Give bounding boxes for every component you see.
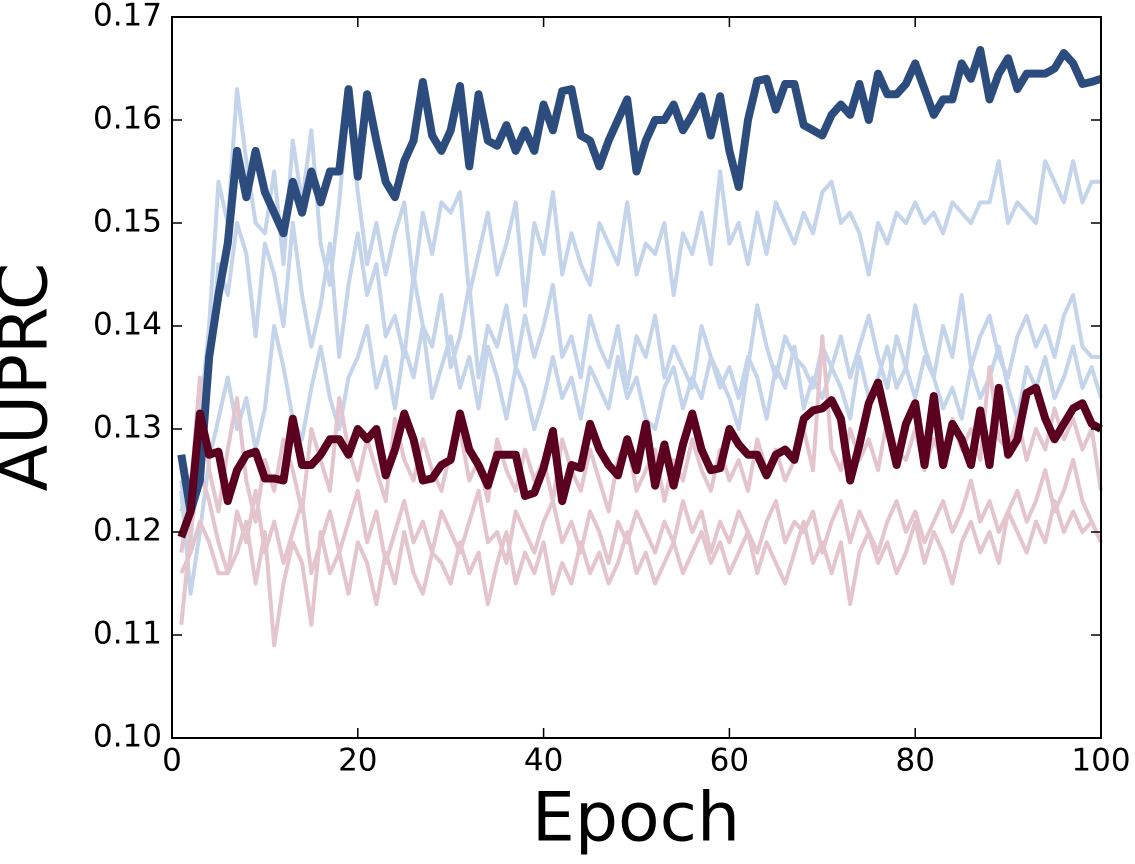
series-line — [179, 87, 1101, 545]
y-tick-label: 0.13 — [93, 410, 162, 446]
x-axis-label: Epoch — [532, 779, 740, 858]
y-tick-label: 0.12 — [93, 513, 162, 549]
x-tick-label: 20 — [338, 743, 377, 779]
y-tick-label: 0.17 — [93, 0, 162, 34]
series-line — [179, 468, 1103, 648]
y-tick-label: 0.11 — [93, 616, 162, 652]
y-tick-label: 0.14 — [93, 307, 162, 343]
series-line — [177, 378, 1103, 539]
series-line — [179, 457, 1103, 576]
x-tick-label: 40 — [524, 743, 563, 779]
x-tick-label: 0 — [162, 743, 182, 779]
x-tick-label: 80 — [895, 743, 934, 779]
x-tick-label: 60 — [710, 743, 749, 779]
x-tick-label: 100 — [1071, 743, 1130, 779]
plot-frame — [171, 16, 1102, 739]
y-tick-label: 0.16 — [93, 101, 162, 137]
y-tick-label: 0.15 — [93, 204, 162, 240]
y-axis-label: AUPRC — [0, 263, 64, 492]
series-line — [177, 45, 1103, 516]
series-line — [179, 324, 1103, 596]
series-line — [179, 221, 1101, 512]
y-tick-label: 0.10 — [93, 719, 162, 755]
